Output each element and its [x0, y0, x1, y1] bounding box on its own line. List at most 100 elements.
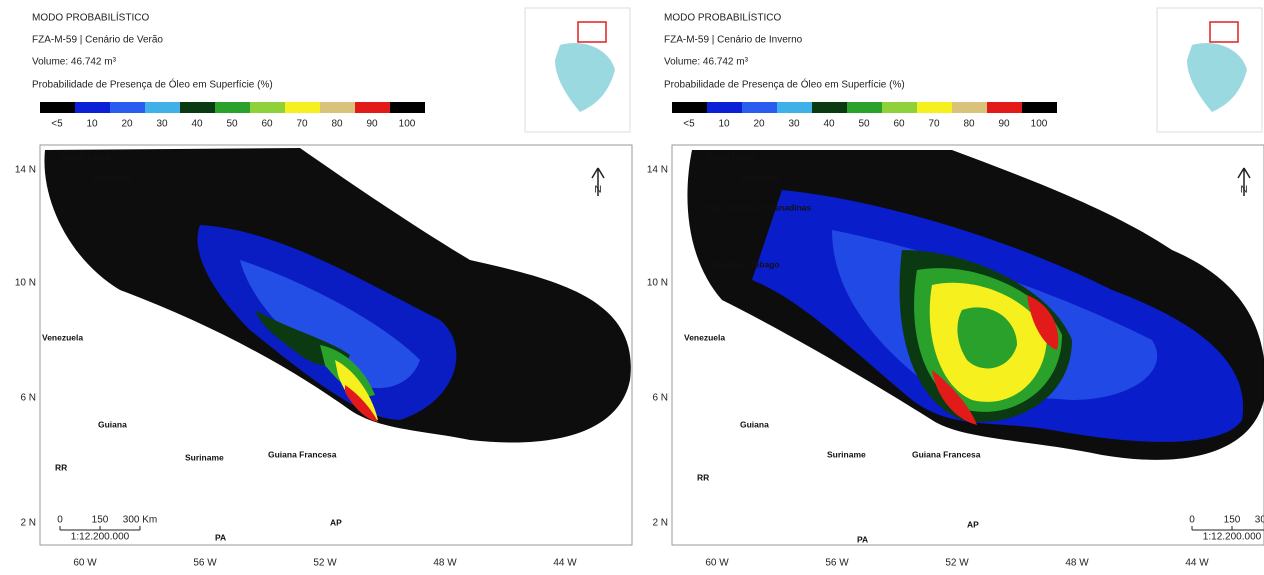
lon-tick: 44 W [553, 558, 577, 569]
north-label: N [1240, 185, 1247, 196]
scale-ratio: 1:12.200.000 [1203, 532, 1262, 543]
place-label: Suriname [185, 452, 224, 462]
place-label: Venezuela [42, 332, 83, 342]
lat-tick: 14 N [15, 165, 36, 176]
scale-ratio: 1:12.200.000 [71, 532, 130, 543]
legend-swatch [355, 102, 390, 113]
place-label: Barbados [92, 172, 131, 182]
legend-label: <5 [683, 119, 695, 130]
legend-label: 70 [928, 119, 940, 130]
panel: MODO PROBABILÍSTICO FZA-M-59 | Cenário de… [647, 8, 1264, 569]
legend-label: 40 [191, 119, 203, 130]
legend-swatch [390, 102, 425, 113]
north-label: N [594, 185, 601, 196]
lat-tick: 6 N [652, 393, 668, 404]
legend-label: 20 [121, 119, 133, 130]
legend-swatch [707, 102, 742, 113]
legend-title: Probabilidade de Presença de Óleo em Sup… [664, 78, 905, 91]
legend-label: 10 [718, 119, 730, 130]
legend-swatch [75, 102, 110, 113]
lon-tick: 56 W [193, 558, 217, 569]
scale-label: 300 Km [1255, 515, 1264, 526]
legend-swatch [847, 102, 882, 113]
place-label: PA [215, 532, 226, 542]
lat-tick: 10 N [15, 278, 36, 289]
place-label: Guiana [98, 419, 127, 429]
place-label: Trinidad e Tobago [707, 259, 780, 269]
lon-tick: 48 W [1065, 558, 1089, 569]
legend-label: 100 [399, 119, 416, 130]
legend-swatch [742, 102, 777, 113]
legend-swatch [145, 102, 180, 113]
lon-tick: 56 W [825, 558, 849, 569]
legend-label: 50 [226, 119, 238, 130]
legend-label: 20 [753, 119, 765, 130]
lat-tick: 14 N [647, 165, 668, 176]
place-label: Guiana Francesa [268, 449, 337, 459]
lon-tick: 44 W [1185, 558, 1209, 569]
legend-label: 10 [86, 119, 98, 130]
legend-swatch [1022, 102, 1057, 113]
place-label: RR [697, 472, 709, 482]
legend-label: 80 [331, 119, 343, 130]
legend-swatch [180, 102, 215, 113]
lon-tick: 60 W [73, 558, 97, 569]
lat-tick: 2 N [652, 518, 668, 529]
legend-swatch [110, 102, 145, 113]
place-label: Barbados [740, 172, 779, 182]
place-label: AP [967, 519, 979, 529]
legend-swatch [812, 102, 847, 113]
place-label: AP [330, 517, 342, 527]
scale-label: 150 [92, 515, 109, 526]
legend-label: 50 [858, 119, 870, 130]
lon-tick: 48 W [433, 558, 457, 569]
legend-label: <5 [51, 119, 63, 130]
mode: MODO PROBABILÍSTICO [664, 11, 781, 24]
legend-label: 90 [366, 119, 378, 130]
place-label: Venezuela [684, 332, 725, 342]
scale-label: 150 [1224, 515, 1241, 526]
legend-swatch [320, 102, 355, 113]
legend-label: 30 [788, 119, 800, 130]
place-label: Guiana Francesa [912, 449, 981, 459]
legend-title: Probabilidade de Presença de Óleo em Sup… [32, 78, 273, 91]
legend-label: 100 [1031, 119, 1048, 130]
legend-swatch [285, 102, 320, 113]
place-label: São Vicente e Granadinas [707, 202, 812, 212]
legend-label: 30 [156, 119, 168, 130]
legend-swatch [250, 102, 285, 113]
panel: MODO PROBABILÍSTICO FZA-M-59 | Cenário de… [15, 8, 632, 569]
volume: Volume: 46.742 m³ [32, 57, 117, 68]
lon-tick: 60 W [705, 558, 729, 569]
lat-tick: 2 N [20, 518, 36, 529]
legend-swatch [987, 102, 1022, 113]
lon-tick: 52 W [313, 558, 337, 569]
scenario: FZA-M-59 | Cenário de Inverno [664, 35, 803, 46]
scale-label: 300 Km [123, 515, 157, 526]
scale-label: 0 [1189, 515, 1195, 526]
legend-label: 40 [823, 119, 835, 130]
lon-tick: 52 W [945, 558, 969, 569]
volume: Volume: 46.742 m³ [664, 57, 749, 68]
mode: MODO PROBABILÍSTICO [32, 11, 149, 24]
place-label: Guiana [740, 419, 769, 429]
place-label: Santa Lucia [62, 151, 110, 161]
figure: MODO PROBABILÍSTICO FZA-M-59 | Cenário de… [0, 0, 1264, 575]
legend-swatch [882, 102, 917, 113]
legend-label: 60 [261, 119, 273, 130]
legend-swatch [952, 102, 987, 113]
scenario: FZA-M-59 | Cenário de Verão [32, 35, 163, 46]
legend-swatch [917, 102, 952, 113]
legend-label: 80 [963, 119, 975, 130]
legend-swatch [40, 102, 75, 113]
legend-label: 90 [998, 119, 1010, 130]
lat-tick: 6 N [20, 393, 36, 404]
lat-tick: 10 N [647, 278, 668, 289]
scale-label: 0 [57, 515, 63, 526]
legend-label: 70 [296, 119, 308, 130]
legend-swatch [672, 102, 707, 113]
place-label: RR [55, 462, 67, 472]
legend-swatch [777, 102, 812, 113]
place-label: Suriname [827, 449, 866, 459]
place-label: Santa Lucia [707, 151, 755, 161]
